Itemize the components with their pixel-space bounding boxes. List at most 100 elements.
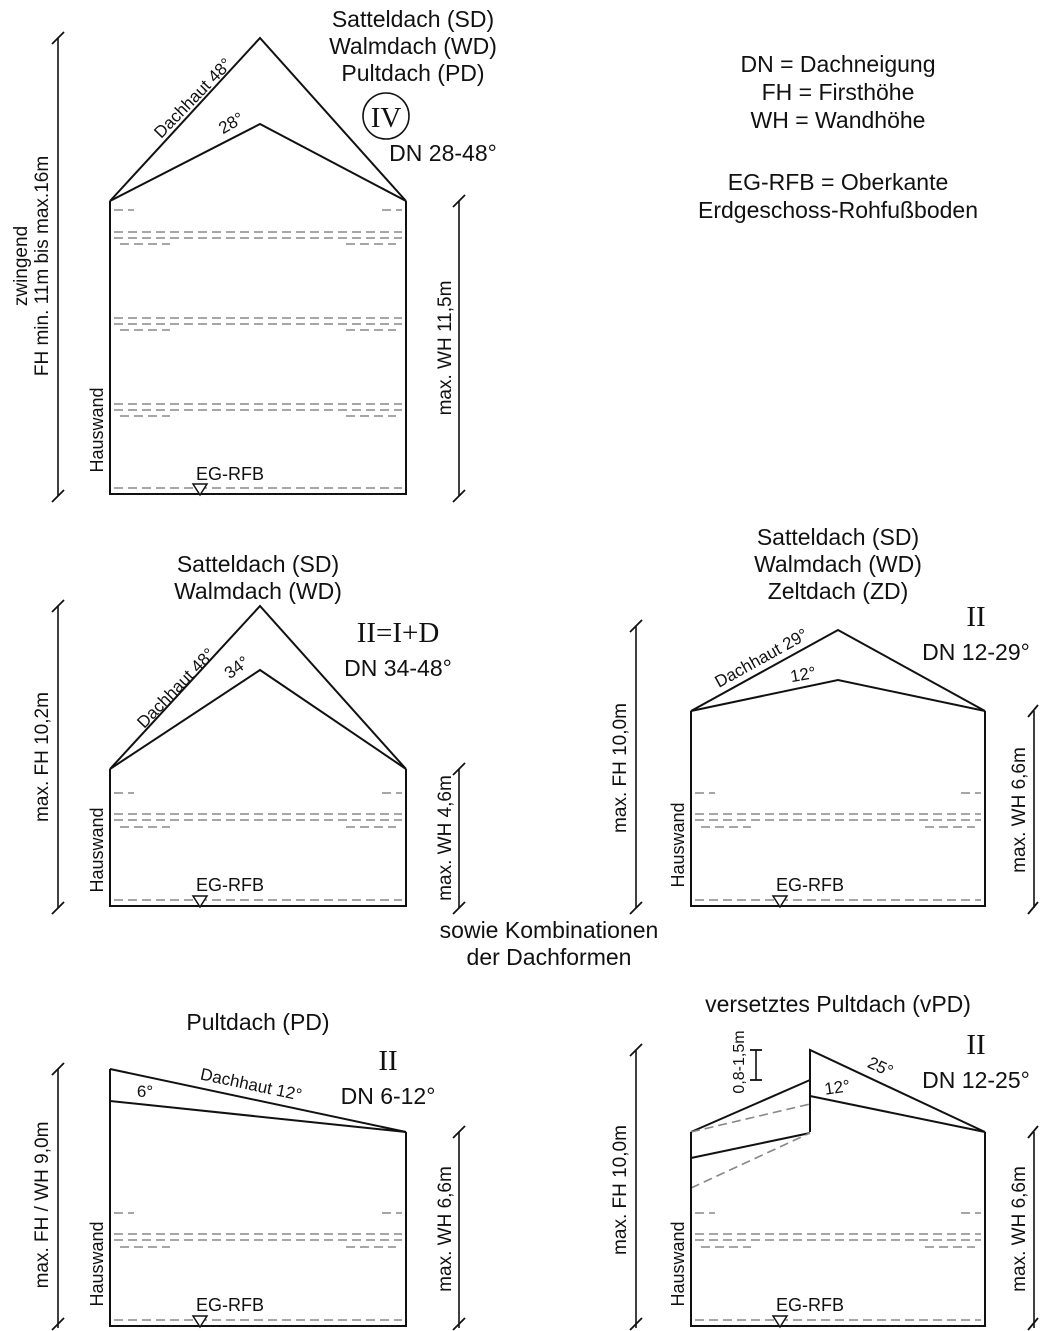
roof-guide-dashed: [690, 1132, 811, 1189]
floor-label: EG-RFB: [776, 1295, 844, 1315]
house-sd-wd-zd-dn: DN 12-29°: [922, 639, 1030, 665]
house-pd: Pultdach (PD) II DN 6-12° Dachhaut 12° 6…: [32, 1009, 466, 1331]
house-sd-wd-zd-storeys: II: [966, 601, 985, 633]
fh-label: max. FH / WH 9,0m: [32, 1122, 53, 1289]
floor-label: EG-RFB: [196, 875, 264, 895]
house-iv-dn: DN 28-48°: [389, 140, 497, 166]
dimension-tick: [1027, 901, 1039, 915]
house-vpd-storeys: II: [966, 1029, 985, 1061]
roof-skin-label: Dachhaut 48°: [133, 644, 218, 731]
wh-label: max. WH 4,6m: [435, 775, 456, 901]
dimension-tick: [51, 489, 65, 503]
roof-right-outer-line: [809, 1048, 986, 1133]
house-iv-storeys: IV: [371, 102, 402, 134]
floor-marker-icon: [191, 1315, 209, 1329]
dimension-tick: [452, 901, 466, 915]
wall-label: Hauswand: [668, 802, 688, 887]
house-vpd-title: versetztes Pultdach (vPD): [705, 991, 971, 1017]
combinations-note-line1: sowie Kombinationen: [440, 917, 659, 943]
roof-outer-line: [109, 36, 407, 202]
legend-fh: FH = Firsthöhe: [762, 79, 915, 105]
wall-label: Hauswand: [87, 1221, 107, 1306]
fh-label: max. FH 10,2m: [32, 692, 53, 822]
roof-inner-angle: 12°: [823, 1076, 851, 1098]
house-sd-wd-zd-title-sd: Satteldach (SD): [757, 524, 919, 550]
wh-label: max. WH 6,6m: [1009, 1166, 1030, 1292]
dimension-tick: [452, 1317, 466, 1331]
house-sd-wd-storeys: II=I+D: [357, 617, 440, 649]
house-vpd: versetztes Pultdach (vPD) II DN 12-25° 2…: [610, 991, 1039, 1331]
roof-inner-line: [109, 668, 407, 770]
combinations-note-line2: der Dachformen: [467, 944, 632, 970]
floor-marker-icon: [771, 895, 789, 909]
roof-inner-line: [109, 122, 407, 202]
dimension-tick: [51, 31, 65, 45]
fh-label-2: FH min. 11m bis max.16m: [32, 156, 53, 376]
dimension-tick: [629, 1317, 643, 1331]
house-iv-title-pd: Pultdach (PD): [341, 60, 484, 86]
dimension-tick: [1027, 1125, 1039, 1139]
dimension-tick: [452, 194, 466, 208]
legend-wh: WH = Wandhöhe: [751, 107, 926, 133]
dimension-tick: [452, 1125, 466, 1139]
house-sd-wd-title-sd: Satteldach (SD): [177, 551, 339, 577]
legend: DN = Dachneigung FH = Firsthöhe WH = Wan…: [698, 51, 978, 223]
wh-label: max. WH 6,6m: [1009, 747, 1030, 873]
dimension-tick: [452, 762, 466, 776]
house-sd-wd: Satteldach (SD) Walmdach (WD) II=I+D DN …: [32, 551, 466, 915]
wall-label: Hauswand: [87, 807, 107, 892]
floor-label: EG-RFB: [776, 875, 844, 895]
house-sd-wd-dn: DN 34-48°: [344, 655, 452, 681]
roof-guide-dashed: [690, 1103, 811, 1133]
wall-label: Hauswand: [87, 387, 107, 472]
roof-inner-line: [690, 678, 986, 712]
dimension-tick: [51, 1317, 65, 1331]
wh-label: max. WH 11,5m: [435, 281, 456, 416]
offset-label: 0,8-1,5m: [731, 1030, 748, 1093]
floor-marker-icon: [191, 483, 209, 497]
storeys-circle: [362, 92, 410, 140]
house-vpd-dn: DN 12-25°: [922, 1067, 1030, 1093]
house-iv-title-wd: Walmdach (WD): [329, 33, 497, 59]
roof-inner-line: [109, 1100, 407, 1133]
house-sd-wd-zd: Satteldach (SD) Walmdach (WD) Zeltdach (…: [610, 524, 1039, 915]
roof-inner-angle: 12°: [789, 663, 818, 686]
floor-marker-icon: [191, 895, 209, 909]
house-pd-title: Pultdach (PD): [186, 1009, 329, 1035]
roof-outer-line: [109, 1068, 407, 1133]
dimension-tick: [1027, 704, 1039, 718]
dimension-tick: [629, 619, 643, 633]
dimension-tick: [629, 1043, 643, 1057]
roof-outer-line: [690, 628, 986, 712]
dimension-tick: [51, 599, 65, 613]
legend-dn: DN = Dachneigung: [741, 51, 936, 77]
roof-left-upper-line: [690, 1079, 811, 1133]
roof-left-lower-line: [690, 1132, 811, 1159]
house-iv: Satteldach (SD) Walmdach (WD) Pultdach (…: [11, 6, 497, 503]
dimension-tick: [1027, 1317, 1039, 1331]
roof-right-inner-line: [809, 1095, 986, 1133]
fh-label: max. FH 10,0m: [610, 703, 631, 833]
wh-label: max. WH 6,6m: [435, 1166, 456, 1292]
house-pd-storeys: II: [378, 1045, 397, 1077]
house-walls: [690, 711, 986, 907]
wall-label: Hauswand: [668, 1221, 688, 1306]
house-sd-wd-zd-title-wd: Walmdach (WD): [754, 551, 922, 577]
legend-eg-rfb: EG-RFB = Oberkante: [728, 169, 949, 195]
dimension-tick: [51, 901, 65, 915]
floor-marker-icon: [771, 1315, 789, 1329]
house-walls: [109, 769, 407, 907]
house-iv-title-sd: Satteldach (SD): [332, 6, 494, 32]
house-walls: [109, 1069, 407, 1327]
floor-label: EG-RFB: [196, 1295, 264, 1315]
house-sd-wd-title-wd: Walmdach (WD): [174, 578, 342, 604]
legend-eg-rfb-desc: Erdgeschoss-Rohfußboden: [698, 197, 978, 223]
floor-label: EG-RFB: [196, 464, 264, 484]
combinations-note: sowie Kombinationen der Dachformen: [440, 917, 659, 970]
fh-label-1: zwingend: [11, 226, 32, 306]
house-sd-wd-zd-title-zd: Zeltdach (ZD): [768, 578, 909, 604]
fh-label: max. FH 10,0m: [610, 1125, 631, 1255]
dimension-tick: [452, 489, 466, 503]
dimension-tick: [629, 901, 643, 915]
